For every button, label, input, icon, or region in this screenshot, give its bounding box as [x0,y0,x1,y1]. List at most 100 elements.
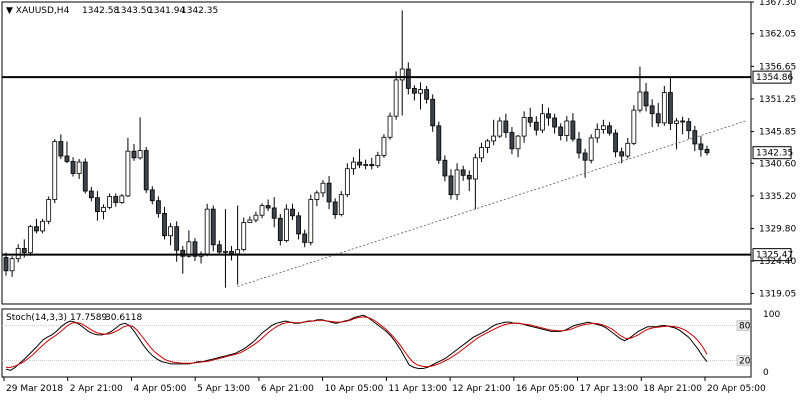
candle-body [9,258,15,272]
candle [497,117,503,138]
candle [204,203,210,257]
candle [241,217,247,252]
candle [192,238,198,262]
candle [143,146,149,193]
candle-body [15,248,21,260]
candle [704,145,710,156]
candle-body [296,215,301,235]
candle-body [436,125,442,161]
candle-body [107,196,113,208]
candle [479,142,484,163]
candle-body [558,126,564,136]
y-tick-label: 1351.25 [759,95,796,105]
candle-body [344,168,350,196]
candle-body [302,233,308,243]
y-tick-label: 1340.60 [759,159,796,169]
candle [375,151,381,169]
candle [570,113,576,142]
candle-body [70,161,76,174]
candle-body [661,92,667,124]
candle-body [3,257,9,272]
price-axis: 1367.30 1362.05 1356.65 1351.25 1345.85 1340.… [751,0,796,299]
horizontal-levels: 1354.86 1325.47 1342.35 [2,70,793,287]
candle [27,224,33,256]
candle [162,206,167,240]
candle [558,123,564,141]
stoch-header-name: Stoch(14,3,3) [6,313,67,323]
candle-body [46,199,52,222]
candle [70,157,76,177]
candle [351,157,356,175]
candle [332,198,338,219]
stoch-line-signal [6,316,708,368]
candle [424,85,430,104]
candle [58,134,64,160]
x-tick-label: 5 Apr 13:00 [197,384,250,394]
candle [265,199,271,211]
header-low: 1341.94 [148,6,185,16]
candle-body [686,121,692,132]
candle-body [472,157,478,180]
candle [418,82,423,110]
candle-body [600,125,606,130]
stoch-line-main [5,314,708,371]
candle-body [241,222,247,251]
candle [363,159,369,170]
candle [515,134,521,158]
candle-body [430,98,436,127]
y-tick-label: 1356.65 [759,62,796,72]
candle [637,66,643,113]
candle-body [27,226,33,254]
stoch-level-tag-text: 20 [739,356,751,366]
candle [64,141,70,164]
x-tick-label: 4 Apr 05:00 [133,384,186,394]
level-label-text: 1325.47 [756,251,793,261]
candle-body [88,190,94,199]
candle [674,117,679,150]
candle-body [552,117,558,128]
candle-body [351,161,356,170]
candle-body [588,137,594,161]
stoch-axis: 100 80 20 0 [736,310,780,378]
candle-body [613,132,618,153]
candle [357,148,362,169]
candle-body [143,150,149,191]
candle-body [509,132,515,150]
candle [430,94,436,132]
candle [46,196,52,225]
current-price-text: 1342.35 [756,149,793,159]
candle-body [253,214,259,221]
level-label: 1354.86 [752,70,793,84]
candle-body [424,89,430,100]
stoch-panel [1,308,752,378]
x-tick-label: 20 Apr 05:00 [707,384,766,394]
candle-body [607,125,612,134]
candle-body [637,91,643,111]
candle [296,212,301,240]
candle [533,116,539,136]
candle [302,229,308,248]
y-tick-label: 1319.05 [759,289,796,299]
candle-body [76,161,82,174]
candle [277,214,283,246]
level-label-text: 1354.86 [756,73,793,83]
candle-body [369,164,375,167]
candle-body [625,142,631,157]
candle-body [454,169,460,196]
candle [210,205,216,252]
candle [186,230,192,258]
candle [491,119,497,146]
stochastic-series [2,314,751,371]
candle [314,190,320,207]
candle [101,204,106,220]
candle-body [460,169,466,176]
candlestick-series [3,10,710,288]
candle [344,163,350,198]
x-tick-label: 6 Apr 21:00 [261,384,314,394]
header-symbol-text: XAUUSD,H4 [16,6,70,16]
candle [82,158,88,194]
header-open: 1342.58 [82,6,119,16]
candle [454,163,460,201]
candle [369,157,375,170]
